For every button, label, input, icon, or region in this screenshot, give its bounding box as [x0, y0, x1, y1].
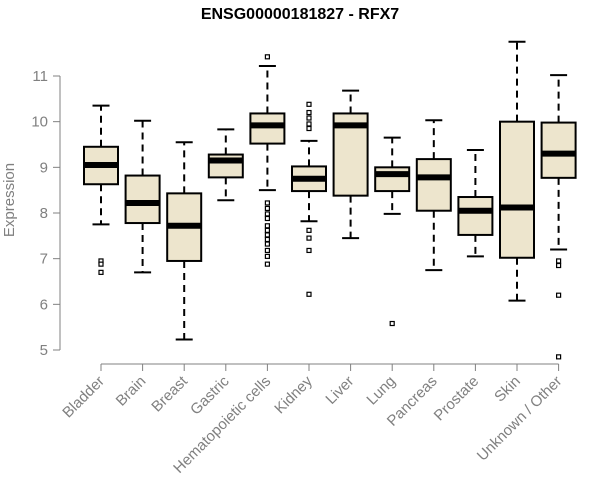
- outlier-point: [264, 253, 270, 259]
- outlier-point: [306, 101, 312, 107]
- y-tick-label: 6: [40, 296, 48, 313]
- outlier-point: [264, 211, 270, 217]
- box-prostate: [457, 148, 494, 258]
- boxes-layer: [83, 40, 577, 360]
- box-lung: [374, 136, 411, 327]
- x-tick-label: Skin: [491, 373, 524, 406]
- box-breast: [166, 141, 203, 341]
- y-tick-label: 11: [32, 68, 48, 85]
- iqr-box: [124, 174, 161, 225]
- box-pancreas: [415, 119, 452, 272]
- box-hematopoietic-cells: [249, 54, 286, 267]
- iqr-box: [457, 196, 494, 236]
- outlier-point: [555, 262, 562, 269]
- outlier-point: [306, 109, 312, 116]
- y-axis: 5 6 7 8 9 10 11: [31, 68, 61, 359]
- iqr-box: [499, 120, 535, 259]
- x-tick-label: Lung: [363, 373, 399, 409]
- outlier-point: [264, 232, 270, 238]
- outlier-point: [264, 200, 270, 206]
- box-skin: [499, 40, 535, 302]
- y-tick-label: 9: [40, 159, 48, 176]
- iqr-box: [249, 112, 286, 145]
- y-axis-label: Expression: [1, 163, 18, 237]
- box-liver: [332, 89, 369, 240]
- outlier-point: [98, 261, 104, 267]
- box-gastric: [207, 128, 244, 202]
- outlier-point: [306, 121, 312, 127]
- iqr-box: [415, 158, 452, 212]
- y-tick-label: 5: [40, 342, 48, 359]
- outlier-point: [306, 247, 312, 254]
- outlier-point: [264, 223, 270, 229]
- box-brain: [124, 119, 161, 274]
- y-tick-label: 8: [40, 205, 48, 222]
- y-tick-label: 10: [31, 114, 48, 131]
- box-kidney: [291, 101, 327, 297]
- box-bladder: [83, 104, 119, 275]
- outlier-point: [306, 235, 312, 241]
- outlier-point: [264, 241, 270, 247]
- iqr-box: [374, 166, 411, 193]
- outlier-point: [306, 291, 312, 297]
- outlier-point: [555, 354, 562, 360]
- x-tick-label: Liver: [322, 373, 357, 408]
- outlier-point: [264, 54, 270, 60]
- outlier-point: [306, 115, 312, 121]
- x-tick-label: Bladder: [59, 373, 108, 422]
- outlier-point: [264, 215, 270, 222]
- outlier-point: [98, 269, 104, 275]
- outlier-point: [555, 292, 562, 298]
- x-tick-label: Brain: [113, 373, 150, 410]
- outlier-point: [264, 205, 270, 212]
- x-tick-label: Kidney: [271, 372, 316, 417]
- outlier-point: [306, 125, 312, 132]
- y-tick-label: 7: [40, 251, 48, 268]
- chart-title: ENSG00000181827 - RFX7: [200, 6, 400, 23]
- outlier-point: [264, 227, 270, 233]
- iqr-box: [540, 121, 577, 179]
- x-tick-label: Prostate: [431, 373, 483, 425]
- outlier-point: [555, 258, 562, 264]
- box-unknown-other: [540, 74, 577, 360]
- outlier-point: [264, 236, 270, 243]
- outlier-point: [264, 261, 270, 267]
- outlier-point: [264, 247, 270, 254]
- x-tick-label: Breast: [148, 372, 191, 415]
- outlier-point: [306, 227, 312, 233]
- outlier-point: [389, 320, 395, 327]
